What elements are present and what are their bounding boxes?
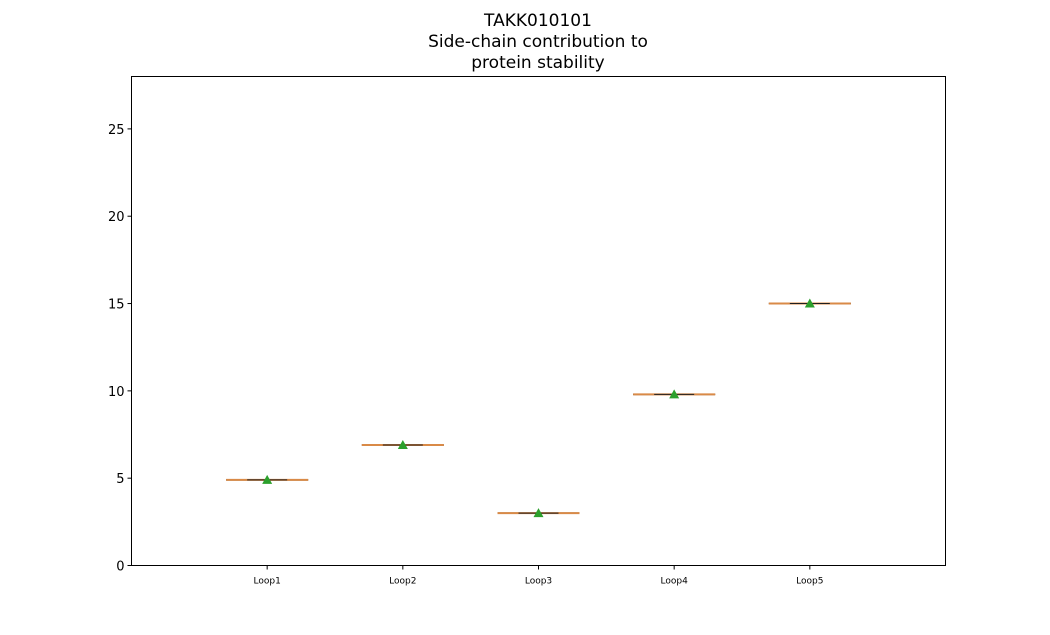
x-tick-label: Loop3 <box>525 577 552 587</box>
mean-marker <box>533 508 544 518</box>
y-tick-label: 20 <box>108 210 125 225</box>
y-tick-label: 5 <box>116 472 124 487</box>
x-tick-label: Loop1 <box>254 577 281 587</box>
mean-marker <box>804 298 815 308</box>
chart-title-line-3: protein stability <box>471 53 604 73</box>
box-loop3 <box>497 508 580 518</box>
mean-marker <box>262 474 273 484</box>
box-loop4 <box>633 389 716 399</box>
chart-title: TAKK010101 Side-chain contribution to pr… <box>428 11 648 73</box>
x-tick-label: Loop2 <box>389 577 416 587</box>
box-loop5 <box>768 298 851 308</box>
x-tick-label: Loop5 <box>796 577 823 587</box>
y-tick-label: 10 <box>108 385 125 400</box>
chart-title-line-2: Side-chain contribution to <box>428 32 648 52</box>
mean-marker <box>397 439 408 449</box>
box-loop2 <box>361 439 444 449</box>
y-axis: 0 5 10 15 20 25 <box>108 123 132 575</box>
box-loop1 <box>226 474 309 484</box>
y-tick-label: 0 <box>116 560 124 575</box>
x-axis: Loop1 Loop2 Loop3 Loop4 Loop5 <box>254 565 823 587</box>
y-tick-label: 15 <box>108 298 125 313</box>
y-tick-label: 25 <box>108 123 125 138</box>
box-series <box>226 298 851 518</box>
chart-title-line-1: TAKK010101 <box>483 11 592 31</box>
x-tick-label: Loop4 <box>661 577 689 587</box>
plot-area-frame <box>131 76 946 566</box>
mean-marker <box>669 389 680 399</box>
